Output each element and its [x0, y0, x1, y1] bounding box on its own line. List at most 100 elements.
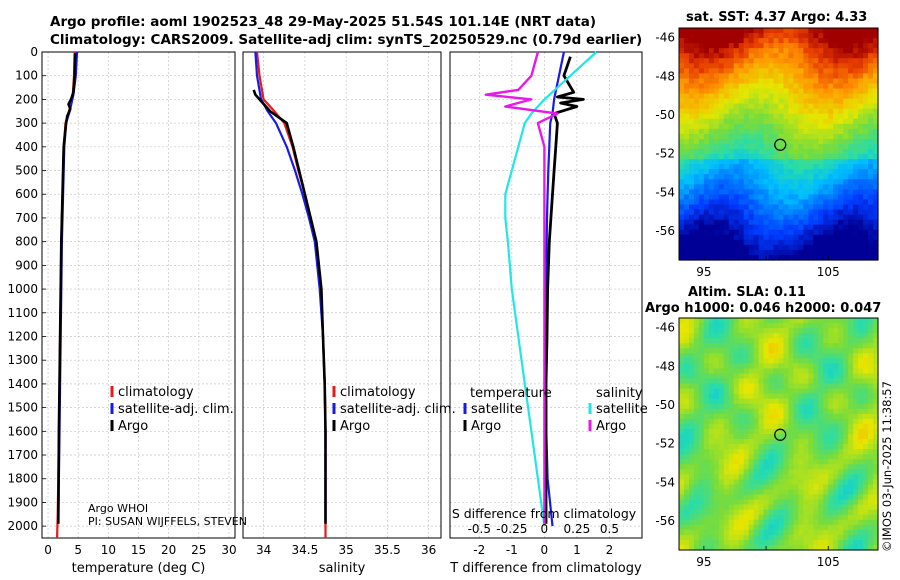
- map-cell: [823, 343, 829, 349]
- map-cell: [768, 413, 775, 420]
- map-cell: [818, 363, 824, 370]
- map-cell: [718, 484, 725, 491]
- map-cell: [873, 333, 879, 339]
- map-cell: [683, 494, 690, 501]
- map-cell: [753, 169, 760, 175]
- map-cell: [803, 403, 809, 410]
- map-cell: [733, 214, 740, 221]
- map-cell: [848, 323, 854, 329]
- map-cell: [788, 48, 795, 54]
- map-cell: [723, 244, 730, 251]
- map-cell: [843, 494, 849, 501]
- map-cell: [698, 214, 705, 221]
- map-cell: [728, 378, 735, 385]
- map-cell: [758, 418, 765, 425]
- map-cell: [823, 333, 829, 339]
- map-cell: [798, 378, 804, 385]
- map-cell: [683, 144, 690, 150]
- map-cell: [858, 539, 864, 546]
- map-cell: [823, 489, 829, 496]
- map-cell: [773, 529, 780, 536]
- map-cell: [768, 53, 775, 59]
- map-cell: [763, 328, 770, 334]
- map-cell: [778, 519, 785, 526]
- map-cell: [828, 469, 834, 475]
- y-tick-label: 1400: [7, 377, 38, 391]
- map-cell: [778, 219, 785, 226]
- map-cell: [723, 514, 730, 521]
- map-cell: [818, 149, 824, 155]
- map-cell: [763, 529, 770, 536]
- map-cell: [723, 53, 730, 59]
- map-cell: [798, 509, 804, 516]
- map-cell: [703, 224, 710, 231]
- map-cell: [848, 353, 854, 359]
- map-cell: [798, 113, 804, 120]
- map-cell: [858, 169, 864, 175]
- map-cell: [793, 434, 799, 440]
- map-cell: [693, 323, 700, 329]
- map-cell: [823, 138, 829, 145]
- map-cell: [868, 28, 874, 34]
- map-cell: [703, 479, 710, 486]
- map-y-tick-label: -54: [655, 185, 675, 199]
- map-cell: [788, 449, 795, 455]
- map-cell: [813, 428, 819, 435]
- map-cell: [738, 38, 745, 44]
- map-cell: [713, 373, 720, 380]
- map-cell: [833, 249, 839, 256]
- map-cell: [733, 234, 740, 241]
- map-cell: [683, 393, 690, 400]
- map-cell: [748, 459, 755, 465]
- map-cell: [708, 393, 715, 400]
- map-cell: [758, 199, 765, 206]
- map-cell: [738, 133, 745, 140]
- map-cell: [843, 439, 849, 445]
- map-cell: [823, 133, 829, 140]
- map-cell: [683, 244, 690, 251]
- map-cell: [743, 254, 750, 261]
- map-cell: [738, 169, 745, 175]
- map-cell: [863, 368, 869, 375]
- map-cell: [873, 249, 879, 256]
- map-cell: [793, 113, 799, 120]
- map-cell: [728, 204, 735, 211]
- map-cell: [683, 373, 690, 380]
- map-cell: [768, 108, 775, 115]
- map-cell: [798, 58, 804, 64]
- map-cell: [793, 519, 799, 526]
- map-cell: [803, 544, 809, 551]
- map-cell: [833, 219, 839, 226]
- map-cell: [828, 78, 834, 85]
- map-cell: [838, 204, 844, 211]
- map-cell: [788, 529, 795, 536]
- map-cell: [753, 529, 760, 536]
- map-cell: [758, 544, 765, 551]
- map-cell: [763, 63, 770, 69]
- x-tick-label: 10: [101, 543, 116, 557]
- map-cell: [798, 363, 804, 370]
- map-cell: [718, 138, 725, 145]
- map-cell: [703, 164, 710, 170]
- map-cell: [773, 254, 780, 261]
- map-cell: [798, 343, 804, 349]
- map-cell: [853, 98, 859, 105]
- map-cell: [868, 454, 874, 460]
- map-cell: [743, 249, 750, 256]
- map-cell: [723, 144, 730, 150]
- map-cell: [718, 123, 725, 130]
- map-cell: [738, 484, 745, 491]
- map-cell: [783, 138, 790, 145]
- map-cell: [688, 63, 695, 69]
- map-cell: [808, 239, 814, 246]
- map-cell: [848, 93, 854, 100]
- map-cell: [838, 499, 844, 506]
- map-cell: [783, 128, 790, 135]
- map-cell: [838, 63, 844, 69]
- map-cell: [758, 144, 765, 150]
- map-cell: [743, 199, 750, 206]
- map-cell: [763, 368, 770, 375]
- map-cell: [683, 328, 690, 334]
- map-cell: [853, 48, 859, 54]
- map-cell: [743, 434, 750, 440]
